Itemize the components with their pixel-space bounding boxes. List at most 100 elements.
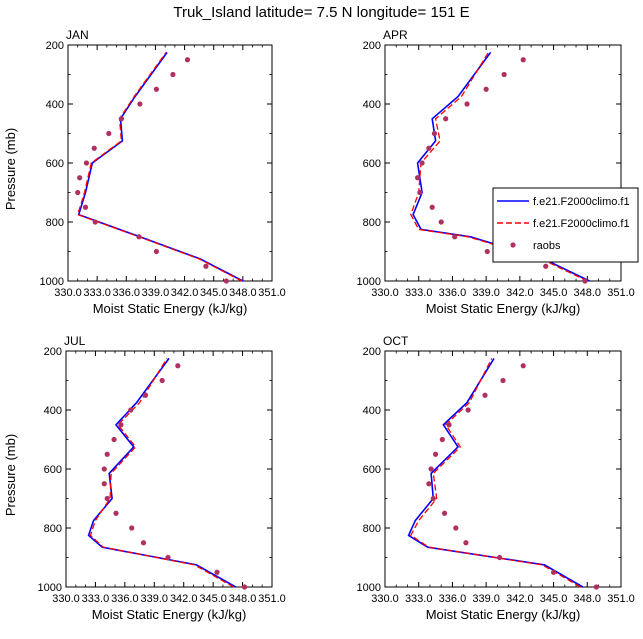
x-axis-label: Moist Static Energy (kJ/kg) xyxy=(93,301,248,316)
raobs-point xyxy=(414,175,421,181)
raobs-point xyxy=(593,584,599,590)
legend-marker xyxy=(510,242,516,248)
y-tick-label: 1000 xyxy=(357,582,381,594)
x-tick-label: 351.0 xyxy=(258,287,286,299)
y-tick-label: 800 xyxy=(363,217,381,229)
page-title: Truk_Island latitude= 7.5 N longitude= 1… xyxy=(173,4,470,21)
chart-panel-jan: 330.0 333.0 336.0 339.0 342.0 345.0 348.0 351.0… xyxy=(3,28,286,316)
raobs-point xyxy=(104,495,110,502)
raobs-point xyxy=(426,145,432,151)
x-tick-label: 333.0 xyxy=(82,593,110,605)
raobs-point xyxy=(159,377,165,384)
raobs-point xyxy=(463,540,469,546)
x-tick-label: 345.0 xyxy=(540,287,568,299)
raobs-point xyxy=(101,466,107,472)
raobs-point xyxy=(83,160,90,166)
raobs-point xyxy=(223,278,229,284)
raobs-point xyxy=(91,145,97,151)
raobs-point xyxy=(429,204,435,210)
x-tick-label: 351.0 xyxy=(607,593,635,605)
x-tick-label: 351.0 xyxy=(258,593,286,605)
y-tick-label: 200 xyxy=(363,40,381,52)
legend-label: f.e21.F2000climo.f1 xyxy=(533,196,630,208)
x-tick-label: 336.0 xyxy=(113,287,141,299)
y-tick-label: 600 xyxy=(46,158,64,170)
x-tick-label: 333.0 xyxy=(405,287,433,299)
raobs-point xyxy=(118,422,124,428)
x-axis-label: Moist Static Energy (kJ/kg) xyxy=(426,607,581,622)
y-tick-label: 200 xyxy=(44,346,62,358)
raobs-point xyxy=(129,525,135,531)
raobs-point xyxy=(431,130,438,137)
model-line-solid xyxy=(87,357,237,588)
plot-frame xyxy=(384,350,622,588)
x-tick-label: 333.0 xyxy=(405,593,433,605)
y-tick-label: 600 xyxy=(363,158,381,170)
x-tick-label: 339.0 xyxy=(141,593,169,605)
x-tick-label: 336.0 xyxy=(111,593,139,605)
raobs-point xyxy=(483,86,489,92)
x-tick-label: 345.0 xyxy=(200,287,228,299)
raobs-point xyxy=(137,101,143,107)
raobs-point xyxy=(432,451,439,457)
raobs-point xyxy=(550,569,557,575)
raobs-point xyxy=(106,130,112,137)
raobs-point xyxy=(77,175,83,181)
raobs-point xyxy=(92,219,98,225)
raobs-point xyxy=(241,584,248,590)
y-tick-label: 400 xyxy=(363,99,381,111)
raobs-point xyxy=(104,451,110,457)
y-tick-label: 1000 xyxy=(357,276,381,288)
raobs-point xyxy=(142,392,149,398)
y-tick-label: 800 xyxy=(44,523,62,535)
y-axis-label: Pressure (mb) xyxy=(3,128,18,210)
plot-frame xyxy=(67,44,273,282)
chart-panel-jul: 330.0 333.0 336.0 339.0 342.0 345.0 348.0 351.0… xyxy=(3,334,286,622)
y-tick-label: 1000 xyxy=(40,276,64,288)
chart-panel-apr: 330.0 333.0 336.0 339.0 342.0 345.0 348.0 351.0… xyxy=(357,28,635,316)
raobs-point xyxy=(430,495,436,502)
panel-label: OCT xyxy=(383,334,409,348)
panel-label: JUL xyxy=(64,334,86,348)
raobs-point xyxy=(203,263,209,269)
panel-label: JAN xyxy=(66,28,89,42)
legend-label: f.e21.F2000climo.f1 xyxy=(533,218,630,230)
raobs-point xyxy=(520,363,526,369)
x-tick-label: 348.0 xyxy=(574,287,602,299)
raobs-point xyxy=(465,407,471,413)
x-tick-label: 339.0 xyxy=(142,287,170,299)
y-tick-label: 400 xyxy=(46,99,64,111)
raobs-point xyxy=(214,569,220,575)
x-tick-label: 339.0 xyxy=(472,287,500,299)
x-tick-label: 342.0 xyxy=(506,287,534,299)
raobs-point xyxy=(75,189,81,196)
raobs-point xyxy=(118,116,125,122)
model-line-dashed xyxy=(89,358,235,588)
raobs-point xyxy=(438,219,444,225)
raobs-point xyxy=(482,392,488,398)
x-tick-label: 330.0 xyxy=(371,287,399,299)
x-tick-label: 348.0 xyxy=(229,287,257,299)
y-tick-label: 200 xyxy=(46,40,64,52)
x-tick-label: 336.0 xyxy=(439,287,467,299)
legend: f.e21.F2000climo.f1 f.e21.F2000climo.f1 ra… xyxy=(492,187,639,263)
chart-panel-oct: 330.0 333.0 336.0 339.0 342.0 345.0 348.0 351.0… xyxy=(357,334,635,622)
x-tick-label: 342.0 xyxy=(171,287,199,299)
x-tick-label: 330.0 xyxy=(54,287,82,299)
x-tick-label: 330.0 xyxy=(52,593,80,605)
legend-label: raobs xyxy=(533,240,561,252)
raobs-point xyxy=(452,234,458,240)
raobs-point xyxy=(175,363,181,369)
raobs-point xyxy=(426,481,432,487)
plot-frame xyxy=(65,350,273,588)
raobs-point xyxy=(453,525,459,531)
x-tick-label: 345.0 xyxy=(199,593,227,605)
raobs-point xyxy=(582,278,588,284)
raobs-point xyxy=(101,481,107,487)
y-tick-label: 1000 xyxy=(38,582,62,594)
raobs-point xyxy=(184,57,191,63)
x-tick-label: 345.0 xyxy=(540,593,568,605)
y-tick-label: 800 xyxy=(363,523,381,535)
raobs-point xyxy=(501,71,507,78)
x-tick-label: 333.0 xyxy=(83,287,111,299)
